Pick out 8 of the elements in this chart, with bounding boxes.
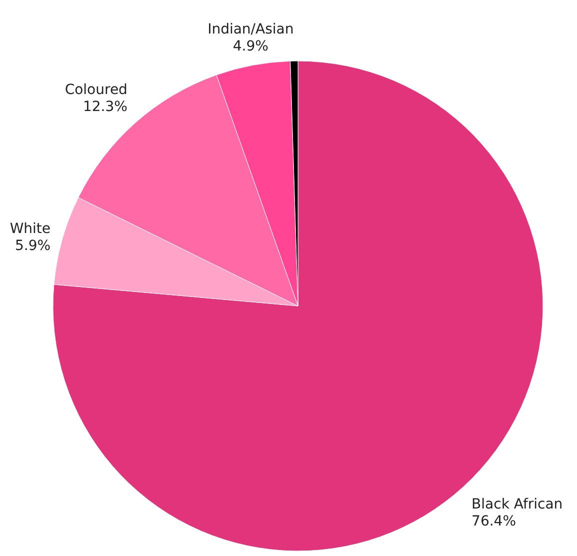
slice-label: White [10,221,51,238]
data-label: 76.4% [472,514,516,530]
data-label: 12.3% [82,98,128,115]
data-label: 5.9% [14,238,51,254]
slice-label: Black African [472,496,563,513]
slice-label: Indian/Asian [208,21,294,38]
slice-label: Coloured [64,82,128,98]
data-label: 4.9% [232,38,268,54]
